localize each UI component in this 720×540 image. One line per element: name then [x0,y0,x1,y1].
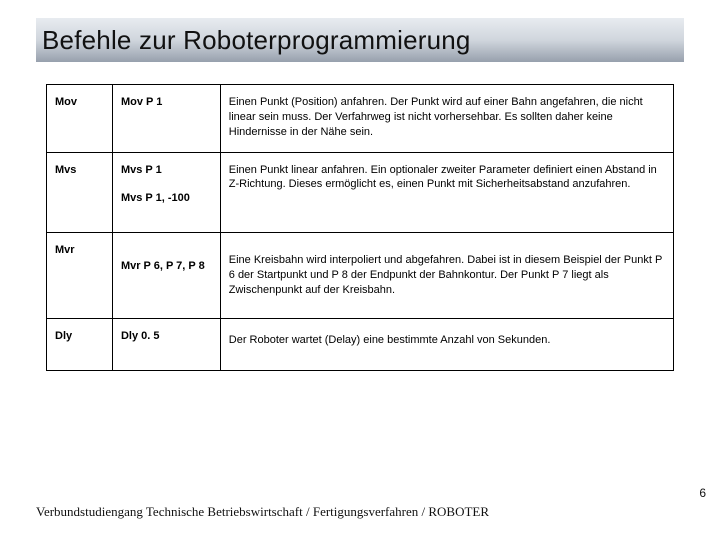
cmd-desc: Der Roboter wartet (Delay) eine bestimmt… [220,318,673,370]
cmd-name: Mvs [47,152,113,233]
table-row: Mvr Mvr P 6, P 7, P 8 Eine Kreisbahn wir… [47,233,674,319]
page-number: 6 [699,486,706,500]
cmd-name: Mvr [47,233,113,319]
cmd-example: Mvs P 1 Mvs P 1, -100 [112,152,220,233]
cmd-name: Mov [47,85,113,153]
cmd-desc: Eine Kreisbahn wird interpoliert und abg… [220,233,673,319]
table-row: Mvs Mvs P 1 Mvs P 1, -100 Einen Punkt li… [47,152,674,233]
table-row: Mov Mov P 1 Einen Punkt (Position) anfah… [47,85,674,153]
cmd-example: Dly 0. 5 [112,318,220,370]
example-line: Mvs P 1 [121,163,212,178]
cmd-desc: Einen Punkt linear anfahren. Ein optiona… [220,152,673,233]
slide: Befehle zur Roboterprogrammierung Mov Mo… [0,0,720,540]
cmd-example: Mov P 1 [112,85,220,153]
example-line: Mvs P 1, -100 [121,191,212,206]
example-line: Mvr P 6, P 7, P 8 [121,259,212,274]
example-line: Dly 0. 5 [121,329,212,344]
cmd-example: Mvr P 6, P 7, P 8 [112,233,220,319]
cmd-desc: Einen Punkt (Position) anfahren. Der Pun… [220,85,673,153]
table-row: Dly Dly 0. 5 Der Roboter wartet (Delay) … [47,318,674,370]
commands-table: Mov Mov P 1 Einen Punkt (Position) anfah… [46,84,674,371]
example-line: Mov P 1 [121,95,212,110]
footer-text: Verbundstudiengang Technische Betriebswi… [36,504,489,520]
title-bar: Befehle zur Roboterprogrammierung [36,18,684,62]
cmd-name: Dly [47,318,113,370]
slide-title: Befehle zur Roboterprogrammierung [42,25,471,56]
